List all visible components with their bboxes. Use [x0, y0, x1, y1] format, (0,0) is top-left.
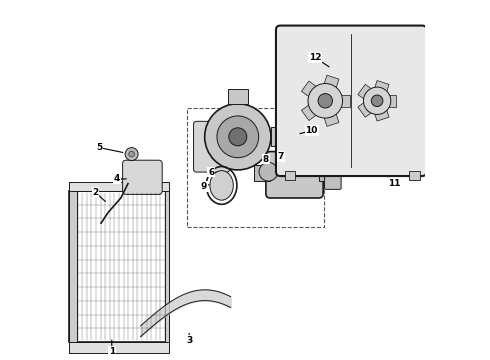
Bar [165, 191, 170, 342]
Text: 6: 6 [208, 167, 214, 176]
Polygon shape [301, 93, 333, 121]
Circle shape [205, 104, 271, 170]
Bar [319, 165, 337, 181]
Text: 8: 8 [263, 154, 269, 163]
Text: 11: 11 [388, 179, 401, 188]
Polygon shape [370, 96, 389, 121]
Text: 4: 4 [114, 174, 121, 183]
Polygon shape [374, 94, 396, 107]
Polygon shape [318, 94, 339, 126]
Bar [228, 89, 247, 104]
Bar [69, 342, 170, 353]
Circle shape [318, 94, 333, 108]
Text: 12: 12 [309, 53, 321, 62]
Polygon shape [301, 81, 333, 109]
Circle shape [364, 87, 391, 114]
Polygon shape [370, 81, 389, 106]
Bar [254, 165, 270, 181]
Circle shape [129, 151, 134, 157]
Text: 9: 9 [201, 182, 207, 191]
Circle shape [308, 84, 343, 118]
Text: 1: 1 [109, 346, 115, 356]
Circle shape [125, 148, 138, 161]
Text: 7: 7 [278, 152, 284, 161]
Text: 2: 2 [93, 188, 98, 197]
Ellipse shape [210, 171, 233, 200]
Bar [409, 171, 419, 180]
Polygon shape [320, 94, 350, 107]
FancyBboxPatch shape [266, 152, 323, 198]
Bar [271, 127, 291, 146]
Bar [69, 191, 77, 342]
Bar [69, 182, 170, 191]
Polygon shape [358, 84, 384, 108]
Circle shape [229, 128, 247, 146]
Circle shape [371, 95, 383, 107]
Circle shape [217, 116, 259, 158]
Circle shape [259, 162, 278, 181]
FancyBboxPatch shape [122, 160, 162, 194]
Text: 3: 3 [186, 336, 192, 345]
Bar [285, 171, 295, 180]
Polygon shape [318, 75, 339, 107]
FancyBboxPatch shape [276, 26, 426, 176]
FancyBboxPatch shape [194, 121, 230, 172]
FancyBboxPatch shape [324, 173, 341, 189]
Polygon shape [358, 94, 384, 117]
Text: 10: 10 [305, 126, 318, 135]
Text: 5: 5 [96, 143, 102, 152]
